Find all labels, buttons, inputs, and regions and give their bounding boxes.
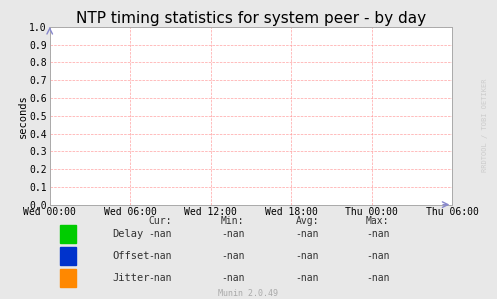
FancyBboxPatch shape — [60, 269, 76, 287]
Text: Munin 2.0.49: Munin 2.0.49 — [219, 289, 278, 298]
Y-axis label: seconds: seconds — [18, 94, 28, 138]
FancyBboxPatch shape — [60, 225, 76, 243]
Title: NTP timing statistics for system peer - by day: NTP timing statistics for system peer - … — [76, 11, 426, 26]
Text: Delay: Delay — [112, 229, 143, 239]
Text: -nan: -nan — [221, 273, 245, 283]
Text: RRDTOOL / TOBI OETIKER: RRDTOOL / TOBI OETIKER — [482, 79, 488, 172]
Text: Offset: Offset — [112, 251, 150, 261]
Text: -nan: -nan — [221, 251, 245, 261]
Text: -nan: -nan — [149, 273, 172, 283]
Text: -nan: -nan — [296, 251, 319, 261]
Text: Jitter: Jitter — [112, 273, 150, 283]
Text: -nan: -nan — [296, 273, 319, 283]
Text: -nan: -nan — [149, 251, 172, 261]
Text: -nan: -nan — [221, 229, 245, 239]
Text: Avg:: Avg: — [296, 216, 319, 225]
FancyBboxPatch shape — [60, 247, 76, 265]
Text: -nan: -nan — [366, 273, 390, 283]
Text: Max:: Max: — [366, 216, 390, 225]
Text: Min:: Min: — [221, 216, 245, 225]
Text: -nan: -nan — [149, 229, 172, 239]
Text: -nan: -nan — [366, 229, 390, 239]
Text: Cur:: Cur: — [149, 216, 172, 225]
Text: -nan: -nan — [296, 229, 319, 239]
Text: -nan: -nan — [366, 251, 390, 261]
